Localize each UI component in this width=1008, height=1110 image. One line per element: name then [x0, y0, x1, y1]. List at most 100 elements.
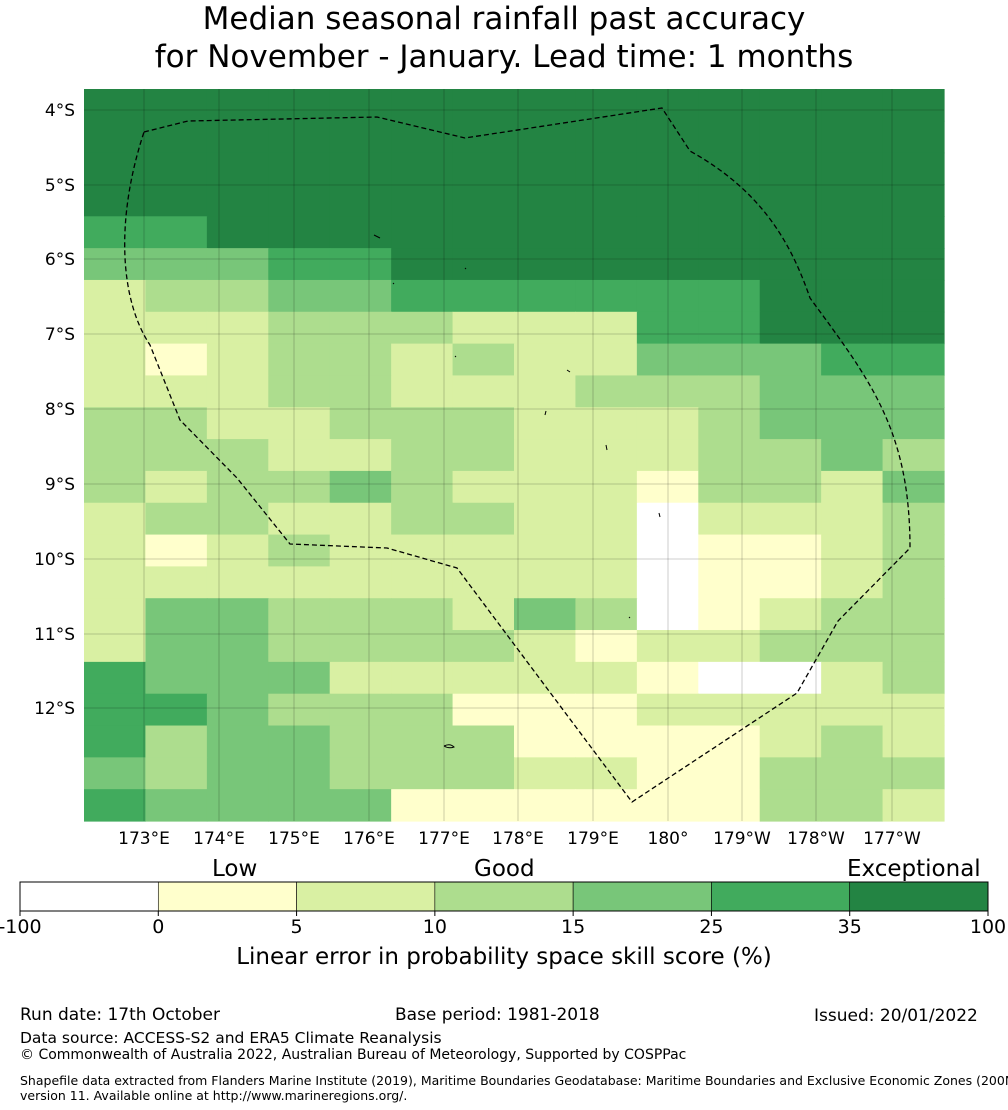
latitude-label: 7°S: [45, 325, 75, 345]
grid-cell: [391, 566, 454, 599]
grid-cell: [759, 725, 822, 758]
grid-cell: [575, 248, 638, 281]
grid-cell: [268, 216, 331, 249]
grid-cell: [821, 470, 884, 504]
grid-cell: [882, 630, 945, 663]
grid-cell: [636, 630, 699, 663]
grid-cell: [575, 375, 638, 408]
grid-cell: [268, 120, 331, 154]
grid-cell: [514, 725, 577, 758]
grid-cell: [268, 725, 331, 758]
grid-cell: [268, 566, 331, 599]
grid-cell: [145, 470, 208, 504]
grid-cell: [636, 502, 699, 536]
latitude-label: 9°S: [45, 475, 75, 495]
grid-cell: [575, 693, 638, 727]
grid-cell: [84, 630, 147, 663]
grid-cell: [575, 470, 638, 504]
grid-cell: [452, 184, 515, 217]
grid-cell: [821, 630, 884, 663]
grid-cell: [698, 279, 761, 313]
grid-cell: [882, 439, 945, 472]
grid-cell: [268, 693, 331, 727]
grid-cell: [882, 470, 945, 504]
grid-cell: [759, 630, 822, 663]
grid-cell: [268, 598, 331, 631]
grid-cell: [698, 566, 761, 599]
grid-cell: [698, 534, 761, 567]
grid-cell: [391, 184, 454, 217]
grid-cell: [882, 661, 945, 695]
colorbar-label: Linear error in probability space skill …: [236, 944, 772, 970]
grid-cell: [698, 725, 761, 758]
grid-cell: [84, 279, 147, 313]
grid-cell: [84, 502, 147, 536]
grid-cell: [821, 725, 884, 758]
grid-cell: [329, 439, 392, 472]
grid-cell: [84, 89, 147, 122]
grid-cell: [452, 216, 515, 249]
grid-cell: [575, 343, 638, 377]
grid-cell: [575, 502, 638, 536]
grid-cell: [329, 407, 392, 440]
grid-cell: [575, 598, 638, 631]
grid-cell: [514, 248, 577, 281]
run-date: Run date: 17th October: [20, 1005, 220, 1025]
base-period: Base period: 1981-2018: [395, 1005, 600, 1025]
grid-cell: [759, 502, 822, 536]
grid-cell: [698, 789, 761, 822]
grid-cell: [268, 311, 331, 345]
grid-cell: [206, 120, 269, 154]
grid-cell: [206, 89, 269, 122]
grid-cell: [145, 566, 208, 599]
grid-cell: [391, 311, 454, 345]
grid-cell: [759, 279, 822, 313]
grid-cell: [514, 789, 577, 822]
colorbar-segment: [849, 881, 989, 912]
grid-cell: [514, 152, 577, 186]
grid-cell: [391, 598, 454, 631]
grid-cell: [514, 216, 577, 249]
grid-cell: [636, 693, 699, 727]
grid-cell: [514, 470, 577, 504]
grid-cell: [391, 789, 454, 822]
grid-cell: [84, 566, 147, 599]
longitude-label: 178°E: [492, 829, 544, 849]
island-shape: [566, 369, 571, 373]
island-shape: [658, 512, 661, 518]
grid-cell: [698, 757, 761, 790]
island-shape: [373, 234, 381, 239]
colorbar-tick-label: -100: [0, 916, 42, 938]
grid-cell: [698, 375, 761, 408]
grid-cell: [145, 248, 208, 281]
grid-cell: [145, 661, 208, 695]
grid-cell: [268, 152, 331, 186]
grid-cell: [821, 598, 884, 631]
grid-cell: [329, 279, 392, 313]
grid-cell: [575, 725, 638, 758]
grid-cell: [882, 343, 945, 377]
grid-cell: [882, 184, 945, 217]
grid-cell: [636, 375, 699, 408]
grid-cell: [636, 279, 699, 313]
grid-cell: [821, 248, 884, 281]
grid-cell: [514, 407, 577, 440]
grid-cell: [882, 789, 945, 822]
grid-cell: [329, 598, 392, 631]
colorbar-tick-label: 10: [423, 916, 447, 938]
colorbar-segment: [157, 881, 297, 912]
grid-cell: [575, 439, 638, 472]
grid-cell: [514, 311, 577, 345]
grid-cell: [329, 89, 392, 122]
grid-cell: [698, 311, 761, 345]
grid-cell: [452, 598, 515, 631]
grid-cell: [329, 470, 392, 504]
longitude-label: 176°E: [343, 829, 395, 849]
grid-cell: [759, 152, 822, 186]
grid-cell: [391, 407, 454, 440]
grid-cell: [329, 693, 392, 727]
latitude-label: 8°S: [45, 400, 75, 420]
grid-cell: [206, 725, 269, 758]
grid-cell: [636, 439, 699, 472]
grid-cell: [84, 248, 147, 281]
